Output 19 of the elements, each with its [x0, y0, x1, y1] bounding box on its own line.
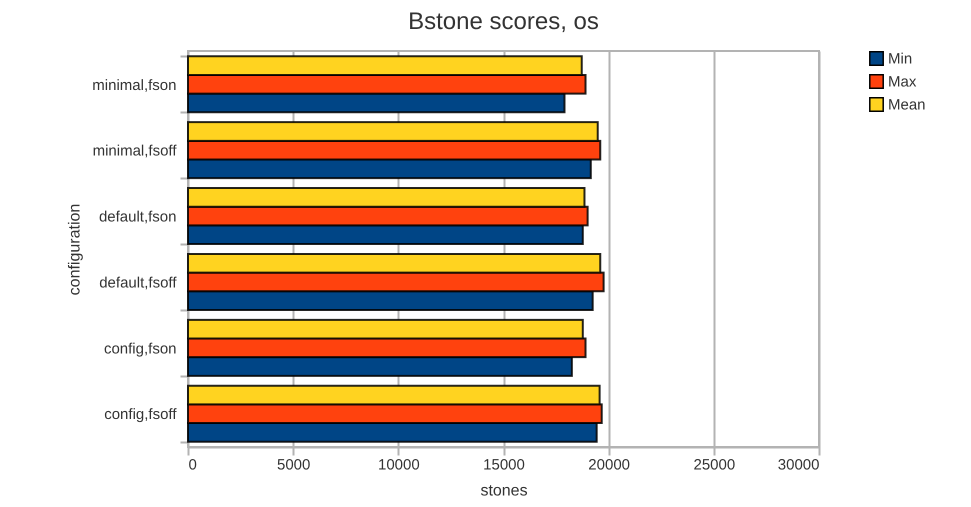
x-tick-label: 25000	[693, 456, 736, 474]
y-tick-label: config,fsoff	[104, 406, 178, 424]
legend-label: Max	[888, 74, 917, 90]
y-tick-label: default,fsoff	[99, 274, 178, 292]
y-tick-label: default,fson	[98, 208, 176, 226]
legend-label: Mean	[888, 96, 926, 114]
x-tick-label: 20000	[588, 456, 630, 474]
y-tick-label: config,fson	[104, 340, 176, 358]
y-axis-title: configuration	[66, 204, 84, 296]
x-tick-label: 0	[188, 456, 197, 474]
x-tick-label: 15000	[483, 456, 525, 474]
x-tick-label: 30000	[778, 456, 820, 474]
chart-title: Bstone scores, os	[408, 8, 599, 35]
x-tick-label: 5000	[276, 456, 310, 474]
x-tick-label: 10000	[378, 456, 420, 474]
y-tick-label: minimal,fsoff	[92, 142, 178, 160]
x-axis-title: stones	[480, 482, 528, 500]
y-tick-label: minimal,fson	[92, 76, 176, 94]
legend-label: Min	[888, 50, 912, 68]
